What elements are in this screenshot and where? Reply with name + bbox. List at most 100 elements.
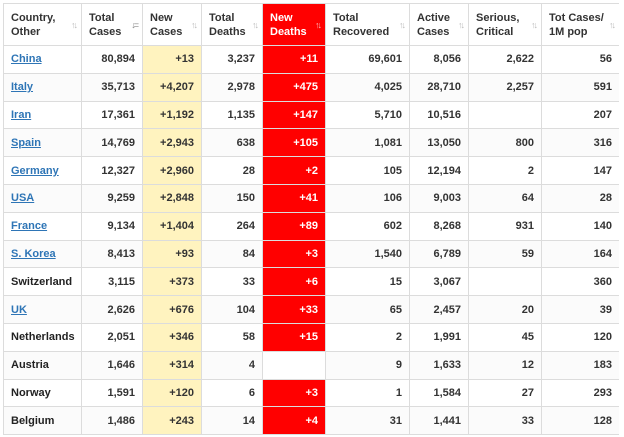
country-link[interactable]: Italy [11, 81, 34, 94]
header-new-deaths[interactable]: New Deaths ↑↓ [262, 3, 326, 46]
header-label: Total [333, 11, 359, 24]
header-total-deaths[interactable]: Total Deaths ↑↓ [201, 3, 263, 46]
header-label: Deaths [270, 25, 307, 38]
country-cell: UK [3, 295, 82, 324]
header-label: New [150, 11, 173, 24]
country-cell: China [3, 45, 82, 74]
total-deaths-cell: 84 [201, 239, 263, 269]
total-cases-cell: 9,134 [81, 211, 143, 241]
header-cases-per-million[interactable]: Tot Cases/1M pop ↑↓ [541, 3, 619, 46]
header-new-cases[interactable]: New Cases ↑↓ [142, 3, 202, 46]
cases-per-million-cell: 147 [541, 156, 619, 185]
header-label: Total [89, 11, 115, 24]
country-link[interactable]: UK [11, 303, 27, 316]
active-cases-cell: 10,516 [409, 100, 469, 130]
cases-per-million-cell: 140 [541, 211, 619, 241]
sort-icon[interactable]: ↑↓ [399, 19, 406, 30]
sort-icon[interactable]: ↑↓ [458, 19, 465, 30]
total-cases-cell: 14,769 [81, 128, 143, 158]
sort-icon[interactable]: ↑↓ [315, 19, 322, 30]
serious-critical-cell: 64 [468, 183, 542, 213]
serious-critical-cell: 12 [468, 350, 542, 380]
active-cases-cell: 9,003 [409, 183, 469, 213]
total-deaths-cell: 33 [201, 267, 263, 297]
sort-icon[interactable]: ↑↓ [609, 19, 616, 30]
active-cases-cell: 3,067 [409, 267, 469, 297]
sort-desc-icon[interactable]: ↓= [131, 19, 139, 30]
serious-critical-cell: 59 [468, 239, 542, 269]
header-label: Total [209, 11, 235, 24]
country-name: Austria [11, 359, 49, 372]
sort-icon[interactable]: ↑↓ [71, 19, 78, 30]
new-cases-cell: +676 [142, 295, 202, 324]
new-cases-cell: +1,192 [142, 100, 202, 130]
new-deaths-cell: +15 [262, 322, 326, 352]
total-cases-cell: 35,713 [81, 72, 143, 102]
cases-per-million-cell: 293 [541, 378, 619, 408]
total-cases-cell: 80,894 [81, 45, 143, 74]
new-cases-cell: +120 [142, 378, 202, 408]
country-link[interactable]: France [11, 220, 48, 233]
total-deaths-cell: 58 [201, 322, 263, 352]
header-country[interactable]: Country, Other ↑↓ [3, 3, 82, 46]
cases-per-million-cell: 183 [541, 350, 619, 380]
header-label: Tot Cases/ [549, 11, 604, 24]
country-link[interactable]: China [11, 53, 42, 66]
new-cases-cell: +2,848 [142, 183, 202, 213]
table-row: Germany 12,327 +2,960 28 +2 105 12,194 2 147 [3, 156, 619, 185]
table-row: Norway 1,591 +120 6 +3 1 1,584 27 293 [3, 378, 619, 408]
new-deaths-cell: +4 [262, 406, 326, 436]
header-label: Deaths [209, 25, 246, 38]
country-link[interactable]: S. Korea [11, 247, 56, 260]
serious-critical-cell: 27 [468, 378, 542, 408]
header-total-recovered[interactable]: Total Recovered ↑↓ [325, 3, 410, 46]
country-link[interactable]: Germany [11, 164, 59, 177]
new-cases-cell: +93 [142, 239, 202, 269]
sort-icon[interactable]: ↑↓ [191, 19, 198, 30]
country-link[interactable]: USA [11, 192, 35, 205]
new-cases-cell: +373 [142, 267, 202, 297]
total-recovered-cell: 15 [325, 267, 410, 297]
new-cases-cell: +1,404 [142, 211, 202, 241]
header-label: Critical [476, 25, 514, 38]
header-serious-critical[interactable]: Serious, Critical ↑↓ [468, 3, 542, 46]
country-cell: Austria [3, 350, 82, 380]
new-cases-cell: +314 [142, 350, 202, 380]
sort-icon[interactable]: ↑↓ [531, 19, 538, 30]
serious-critical-cell [468, 267, 542, 297]
total-cases-cell: 3,115 [81, 267, 143, 297]
country-cell: Belgium [3, 406, 82, 436]
new-deaths-cell: +41 [262, 183, 326, 213]
serious-critical-cell: 800 [468, 128, 542, 158]
active-cases-cell: 8,268 [409, 211, 469, 241]
serious-critical-cell: 2 [468, 156, 542, 185]
active-cases-cell: 1,633 [409, 350, 469, 380]
sort-icon[interactable]: ↑↓ [252, 19, 259, 30]
table-row: USA 9,259 +2,848 150 +41 106 9,003 64 28 [3, 183, 619, 213]
total-cases-cell: 12,327 [81, 156, 143, 185]
total-recovered-cell: 4,025 [325, 72, 410, 102]
new-cases-cell: +2,943 [142, 128, 202, 158]
header-total-cases[interactable]: Total Cases ↓= [81, 3, 143, 46]
country-name: Switzerland [11, 275, 73, 288]
header-active-cases[interactable]: Active Cases ↑↓ [409, 3, 469, 46]
serious-critical-cell: 33 [468, 406, 542, 436]
country-cell: Switzerland [3, 267, 82, 297]
header-row: Country, Other ↑↓ Total Cases ↓= New Cases ↑↓ … [3, 3, 619, 46]
country-link[interactable]: Spain [11, 136, 41, 149]
active-cases-cell: 28,710 [409, 72, 469, 102]
total-recovered-cell: 5,710 [325, 100, 410, 130]
total-recovered-cell: 105 [325, 156, 410, 185]
country-link[interactable]: Iran [11, 108, 32, 121]
header-label: New [270, 11, 293, 24]
new-cases-cell: +346 [142, 322, 202, 352]
cases-per-million-cell: 128 [541, 406, 619, 436]
total-recovered-cell: 106 [325, 183, 410, 213]
new-deaths-cell: +475 [262, 72, 326, 102]
serious-critical-cell: 2,257 [468, 72, 542, 102]
new-cases-cell: +243 [142, 406, 202, 436]
total-recovered-cell: 1,540 [325, 239, 410, 269]
table-row: France 9,134 +1,404 264 +89 602 8,268 931 140 [3, 211, 619, 241]
country-name: Norway [11, 386, 51, 399]
total-cases-cell: 2,626 [81, 295, 143, 324]
